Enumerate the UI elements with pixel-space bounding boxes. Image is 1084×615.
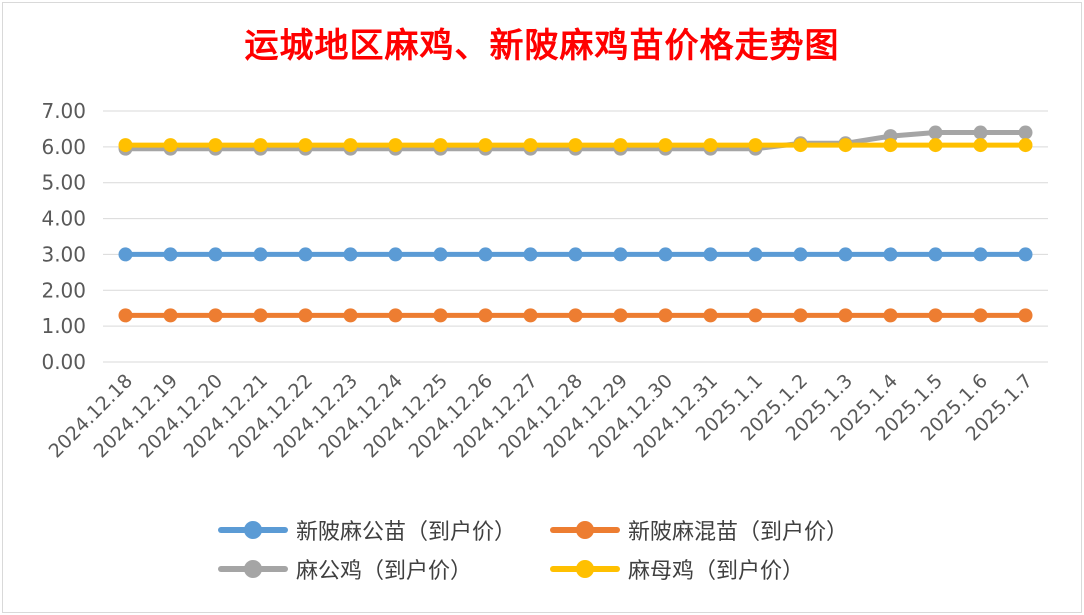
- data-point: [388, 308, 403, 323]
- legend-label: 新陂麻混苗（到户价）: [628, 520, 849, 545]
- data-point: [388, 247, 403, 262]
- data-point: [928, 125, 943, 140]
- data-point: [253, 138, 268, 153]
- data-point: [838, 308, 853, 323]
- data-point: [298, 308, 313, 323]
- y-tick-label: 1.00: [41, 314, 86, 338]
- legend-item: 麻母鸡（到户价）: [550, 554, 804, 584]
- data-point: [613, 138, 628, 153]
- data-point: [658, 138, 673, 153]
- data-point: [568, 308, 583, 323]
- data-point: [793, 247, 808, 262]
- data-point: [478, 308, 493, 323]
- data-point: [748, 138, 763, 153]
- data-point: [118, 247, 133, 262]
- data-point: [523, 138, 538, 153]
- legend-swatch: [218, 515, 288, 545]
- y-tick-label: 5.00: [41, 171, 86, 195]
- y-tick-label: 7.00: [41, 99, 86, 123]
- data-point: [1018, 138, 1033, 153]
- data-point: [433, 138, 448, 153]
- data-point: [703, 138, 718, 153]
- data-point: [613, 308, 628, 323]
- data-point: [928, 247, 943, 262]
- data-point: [793, 138, 808, 153]
- legend-item: 麻公鸡（到户价）: [218, 554, 472, 584]
- data-point: [748, 308, 763, 323]
- data-point: [658, 247, 673, 262]
- data-point: [118, 138, 133, 153]
- data-point: [343, 308, 358, 323]
- data-point: [523, 247, 538, 262]
- data-point: [838, 138, 853, 153]
- data-point: [298, 138, 313, 153]
- data-point: [748, 247, 763, 262]
- data-point: [703, 247, 718, 262]
- data-point: [343, 247, 358, 262]
- data-point: [883, 308, 898, 323]
- data-point: [1018, 247, 1033, 262]
- data-point: [703, 308, 718, 323]
- data-point: [568, 247, 583, 262]
- data-point: [118, 308, 133, 323]
- data-point: [208, 247, 223, 262]
- data-point: [388, 138, 403, 153]
- data-point: [883, 138, 898, 153]
- data-point: [343, 138, 358, 153]
- chart-title: 运城地区麻鸡、新陂麻鸡苗价格走势图: [244, 26, 840, 66]
- data-point: [928, 308, 943, 323]
- data-point: [523, 308, 538, 323]
- data-point: [928, 138, 943, 153]
- legend-swatch: [550, 515, 620, 545]
- data-point: [208, 138, 223, 153]
- y-tick-label: 0.00: [41, 350, 86, 374]
- data-point: [973, 138, 988, 153]
- data-point: [973, 125, 988, 140]
- data-point: [793, 308, 808, 323]
- legend-label: 麻公鸡（到户价）: [296, 559, 473, 584]
- data-point: [253, 247, 268, 262]
- data-point: [838, 247, 853, 262]
- data-point: [298, 247, 313, 262]
- data-point: [568, 138, 583, 153]
- legend-swatch: [550, 554, 620, 584]
- data-point: [478, 138, 493, 153]
- data-point: [883, 247, 898, 262]
- data-point: [973, 247, 988, 262]
- y-tick-label: 6.00: [41, 135, 86, 159]
- data-point: [163, 247, 178, 262]
- legend-item: 新陂麻混苗（到户价）: [550, 515, 848, 545]
- data-point: [208, 308, 223, 323]
- data-point: [658, 308, 673, 323]
- data-point: [478, 247, 493, 262]
- data-point: [973, 308, 988, 323]
- data-point: [1018, 308, 1033, 323]
- legend-label: 新陂麻公苗（到户价）: [296, 520, 517, 545]
- y-tick-label: 3.00: [41, 242, 86, 266]
- data-point: [613, 247, 628, 262]
- data-point: [253, 308, 268, 323]
- y-tick-label: 4.00: [41, 207, 86, 231]
- y-tick-label: 2.00: [41, 278, 86, 302]
- legend-label: 麻母鸡（到户价）: [628, 559, 805, 584]
- data-point: [163, 138, 178, 153]
- data-point: [433, 247, 448, 262]
- data-point: [433, 308, 448, 323]
- data-point: [1018, 125, 1033, 140]
- legend-swatch: [218, 554, 288, 584]
- data-point: [163, 308, 178, 323]
- legend-item: 新陂麻公苗（到户价）: [218, 515, 516, 545]
